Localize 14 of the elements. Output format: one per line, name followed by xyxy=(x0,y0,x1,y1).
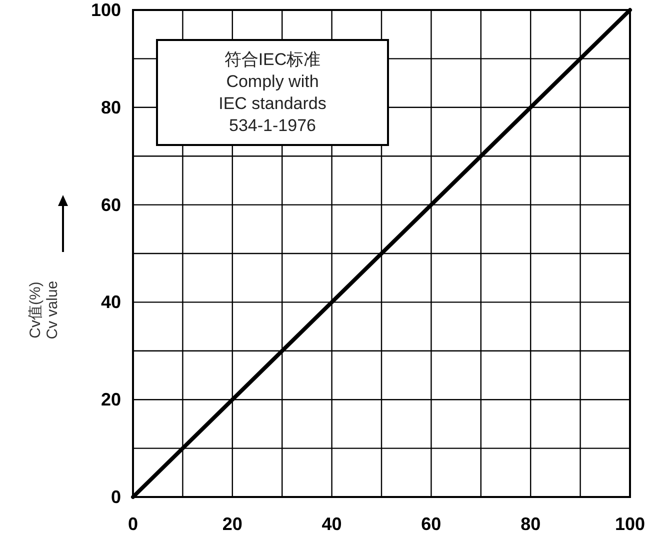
x-tick-label: 40 xyxy=(322,514,342,534)
y-tick-label: 80 xyxy=(100,97,121,118)
x-tick-label: 20 xyxy=(222,514,242,534)
x-tick-label: 0 xyxy=(128,514,138,534)
y-tick-label: 0 xyxy=(110,487,121,507)
y-tick-label: 60 xyxy=(100,194,121,215)
y-tick-label: 100 xyxy=(90,0,121,20)
annotation: 符合IEC标准 Comply with IEC standards 534-1-1976 xyxy=(218,50,326,135)
y-tick-label: 20 xyxy=(100,390,121,410)
x-tick-label: 80 xyxy=(520,514,541,534)
x-tick-label: 100 xyxy=(614,514,646,534)
y-tick-label: 40 xyxy=(100,292,121,312)
x-tick-label: 60 xyxy=(421,514,442,534)
y-axis-title: Cv值(%) Cv value xyxy=(27,280,61,340)
